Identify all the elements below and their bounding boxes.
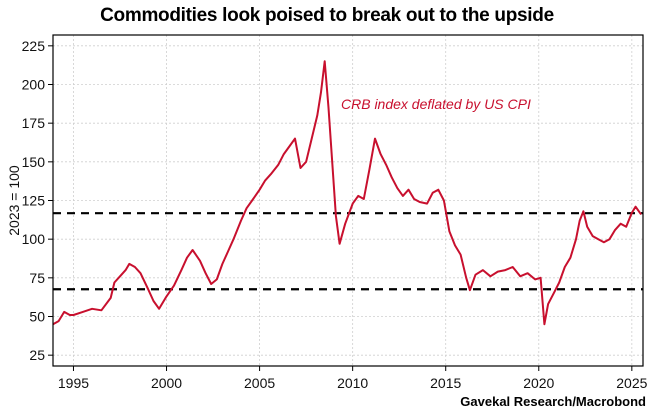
series-group [52, 60, 642, 326]
chart-title: Commodities look poised to break out to … [100, 5, 554, 26]
series-line [52, 60, 642, 326]
y-tick-label: 225 [22, 38, 46, 54]
y-tick-label: 25 [29, 347, 45, 363]
x-tick-label: 2010 [337, 375, 368, 391]
y-tick-label: 125 [22, 193, 46, 209]
y-tick-label: 175 [22, 115, 46, 131]
y-tick-label: 50 [29, 309, 45, 325]
y-tick-label: 75 [29, 270, 45, 286]
source-credit: Gavekal Research/Macrobond [460, 394, 646, 409]
y-tick-label: 100 [22, 231, 46, 247]
gridlines [53, 35, 643, 366]
x-axis: 1995 2000 2005 2010 2015 2020 2025 [58, 366, 648, 391]
y-axis-label: 2023 = 100 [6, 165, 22, 236]
y-tick-label: 150 [22, 154, 46, 170]
x-tick-label: 2025 [616, 375, 647, 391]
series-annotation: CRB index deflated by US CPI [341, 96, 531, 112]
x-tick-label: 2000 [151, 375, 182, 391]
reference-lines [53, 212, 643, 291]
x-tick-label: 2015 [430, 375, 461, 391]
y-tick-label: 200 [22, 76, 46, 92]
y-axis: 25 50 75 100 125 150 175 200 225 [22, 38, 53, 363]
x-tick-label: 2020 [523, 375, 554, 391]
x-tick-label: 2005 [244, 375, 275, 391]
x-tick-label: 1995 [58, 375, 89, 391]
